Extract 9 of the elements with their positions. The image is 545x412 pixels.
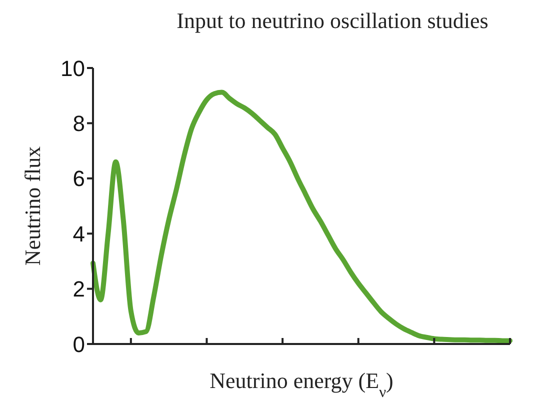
y-tick-label: 2 [72,276,85,302]
y-axis-title: Neutrino flux [20,146,45,266]
y-tick-label: 0 [72,332,85,357]
y-tick-label: 6 [72,166,85,192]
x-axis-title: Neutrino energy (E$_{ν}$) [210,368,394,400]
chart-title: Input to neutrino oscillation studies [176,8,490,34]
y-tick-label: 4 [72,221,85,246]
y-tick-label: 10 [60,56,85,81]
y-tick-label: 8 [72,111,85,136]
